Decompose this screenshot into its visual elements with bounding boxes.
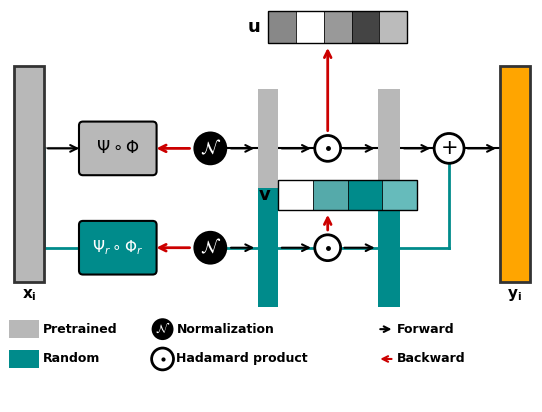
- Text: Backward: Backward: [397, 352, 466, 365]
- Text: $\Psi_r\circ\Phi_r$: $\Psi_r\circ\Phi_r$: [92, 239, 144, 257]
- Bar: [9, 320, 39, 338]
- Text: u: u: [247, 18, 260, 36]
- Text: $\Psi\circ\Phi$: $\Psi\circ\Phi$: [96, 139, 140, 157]
- Circle shape: [193, 131, 227, 165]
- Text: +: +: [440, 138, 458, 158]
- Text: Pretrained: Pretrained: [43, 323, 118, 336]
- Bar: [278, 180, 313, 210]
- Text: $\mathcal{N}$: $\mathcal{N}$: [200, 139, 221, 158]
- Text: $\mathcal{N}$: $\mathcal{N}$: [155, 322, 170, 336]
- Text: $\mathbf{y_i}$: $\mathbf{y_i}$: [507, 288, 522, 304]
- Text: $\mathcal{N}$: $\mathcal{N}$: [200, 238, 221, 258]
- Bar: [383, 180, 417, 210]
- Text: Random: Random: [43, 352, 101, 365]
- Circle shape: [434, 133, 464, 163]
- Circle shape: [193, 231, 227, 265]
- FancyBboxPatch shape: [79, 122, 157, 175]
- Circle shape: [315, 235, 340, 261]
- Bar: [324, 11, 352, 43]
- Bar: [378, 89, 401, 208]
- Text: Normalization: Normalization: [177, 323, 274, 336]
- FancyBboxPatch shape: [79, 221, 157, 274]
- Bar: [9, 350, 39, 368]
- Bar: [14, 66, 44, 283]
- Bar: [352, 11, 379, 43]
- Bar: [347, 180, 383, 210]
- Bar: [258, 89, 278, 208]
- Text: v: v: [258, 186, 270, 204]
- Bar: [378, 188, 401, 307]
- Text: $\mathbf{x_i}$: $\mathbf{x_i}$: [22, 288, 37, 303]
- Bar: [278, 180, 417, 210]
- Circle shape: [152, 348, 173, 370]
- Text: Forward: Forward: [397, 323, 455, 336]
- Bar: [268, 11, 296, 43]
- Bar: [296, 11, 324, 43]
- Bar: [268, 11, 407, 43]
- Bar: [500, 66, 530, 283]
- Bar: [258, 188, 278, 307]
- Bar: [313, 180, 347, 210]
- Bar: [379, 11, 407, 43]
- Text: Hadamard product: Hadamard product: [177, 352, 308, 365]
- Circle shape: [152, 318, 173, 340]
- Circle shape: [315, 136, 340, 162]
